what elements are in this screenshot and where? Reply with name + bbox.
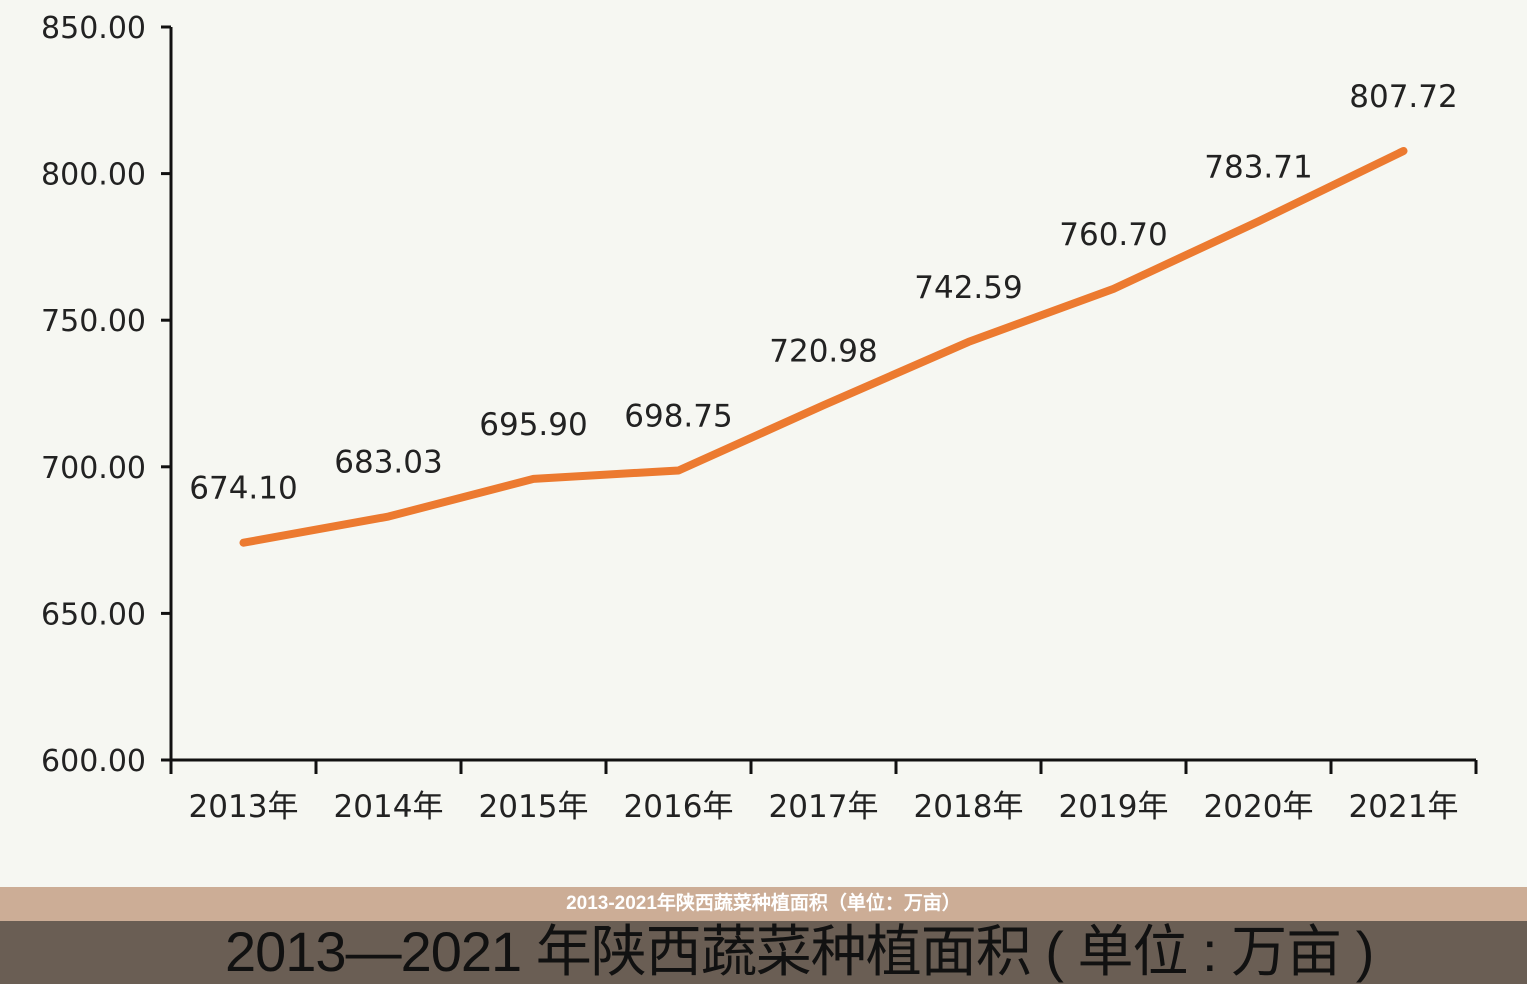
y-axis-ticks: 600.00 650.00 700.00 750.00 800.00 850.00 [41,11,171,779]
data-point [1110,285,1117,292]
data-label: 760.70 [1059,217,1167,253]
data-label: 807.72 [1349,79,1457,115]
x-tick-label: 2019年 [1059,789,1169,825]
y-tick-label: 600.00 [41,744,146,779]
data-point [965,338,972,345]
data-label: 742.59 [914,270,1022,306]
caption-band-top [0,887,1527,921]
y-tick-label: 650.00 [41,597,146,632]
x-tick-label: 2016年 [624,789,734,825]
x-tick-label: 2020年 [1204,789,1314,825]
data-point [385,513,392,520]
y-tick-label: 750.00 [41,304,146,339]
line-chart: 600.00 650.00 700.00 750.00 800.00 850.00 201… [41,11,1478,825]
axes [169,27,1476,762]
caption-band: 2013—2021 年陕西蔬菜种植面积 ( 单位 : 万亩 ) [0,921,1527,984]
data-label: 683.03 [334,445,442,481]
x-tick-label: 2015年 [479,789,589,825]
y-tick-label: 700.00 [41,451,146,486]
y-tick-label: 800.00 [41,158,146,193]
x-tick-label: 2014年 [334,789,444,825]
x-tick-label: 2013年 [189,789,299,825]
data-label: 674.10 [189,471,297,507]
data-label: 783.71 [1204,149,1312,185]
data-point [675,467,682,474]
data-label: 695.90 [479,407,587,443]
data-point [240,539,247,546]
subtitle-caption: 2013-2021年陕西蔬菜种植面积（单位：万亩） [566,893,961,914]
data-point [1400,147,1407,154]
x-tick-label: 2021年 [1349,789,1459,825]
chart-title: 2013—2021 年陕西蔬菜种植面积 ( 单位 : 万亩 ) [225,921,1374,983]
x-tick-label: 2017年 [769,789,879,825]
x-tick-label: 2018年 [914,789,1024,825]
y-tick-label: 850.00 [41,11,146,46]
data-point [1255,218,1262,225]
data-label: 698.75 [624,398,732,434]
data-labels: 674.10 683.03 695.90 698.75 720.98 742.59 760.… [189,79,1458,546]
data-point [820,402,827,409]
x-axis-ticks: 2013年 2014年 2015年 2016年 2017年 2018年 2019年 2020年… [169,760,1478,825]
data-point [530,475,537,482]
data-label: 720.98 [769,333,877,369]
